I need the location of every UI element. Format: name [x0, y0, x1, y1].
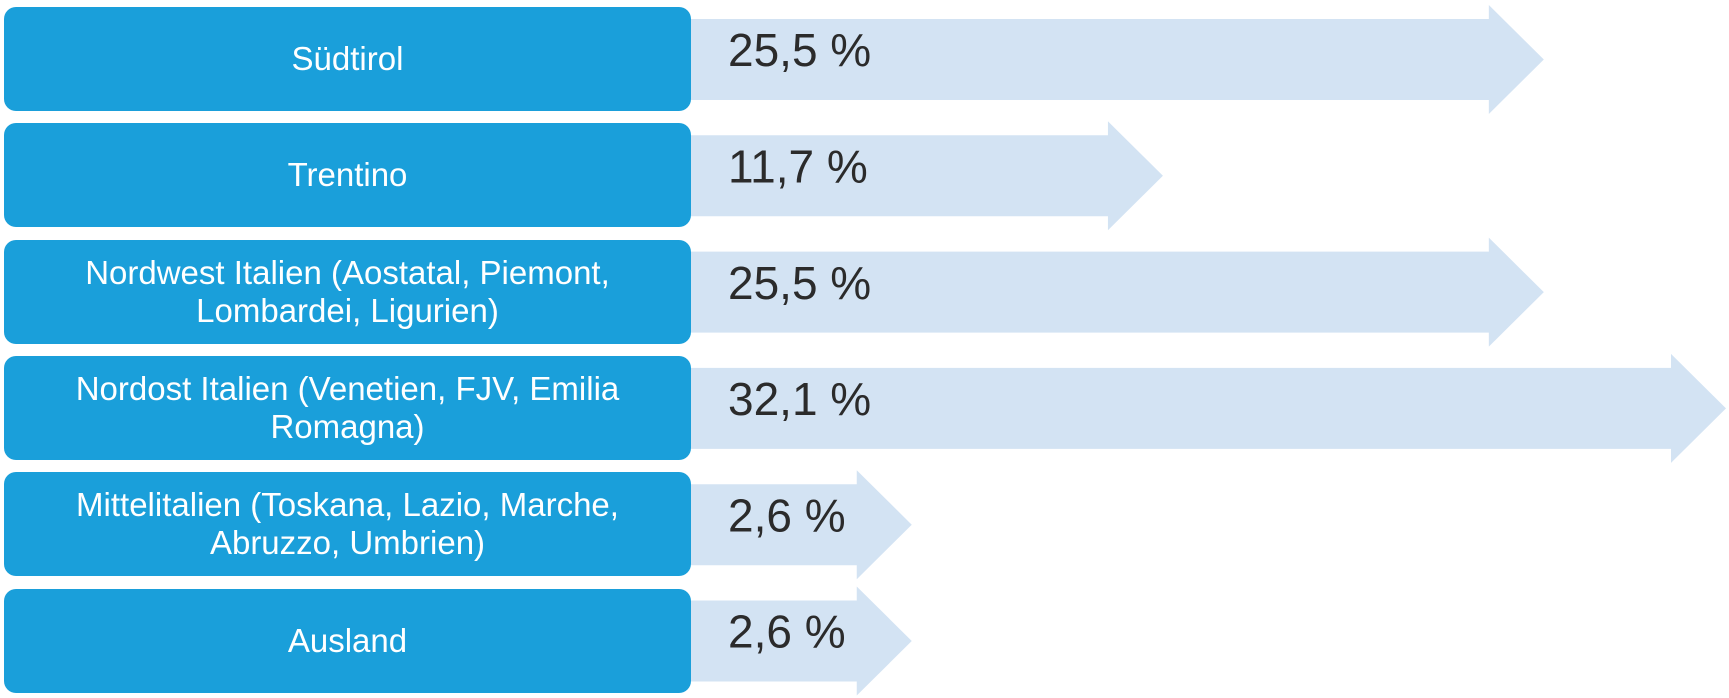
category-label: Südtirol	[4, 7, 691, 111]
category-label: Ausland	[4, 588, 691, 693]
value-label: 2,6 %	[728, 606, 846, 658]
category-label: Mittelitalien (Toskana, Lazio, Marche, A…	[4, 472, 691, 577]
arrow-bar	[690, 5, 1544, 114]
arrow-bar	[690, 121, 1163, 231]
value-label: 25,5 %	[728, 257, 871, 309]
value-label: 2,6 %	[728, 489, 846, 541]
arrow-bar	[690, 470, 912, 580]
arrow-bar	[690, 353, 1726, 463]
category-label: Nordost Italien (Venetien, FJV, Emilia R…	[4, 355, 691, 460]
arrow-bar	[690, 586, 912, 696]
value-label: 11,7 %	[728, 140, 868, 192]
value-label: 32,1 %	[728, 373, 871, 425]
value-label: 25,5 %	[728, 24, 871, 76]
category-label: Nordwest Italien (Aostatal, Piemont, Lom…	[4, 239, 691, 344]
arrow-bar	[690, 237, 1544, 347]
category-label: Trentino	[4, 123, 691, 228]
